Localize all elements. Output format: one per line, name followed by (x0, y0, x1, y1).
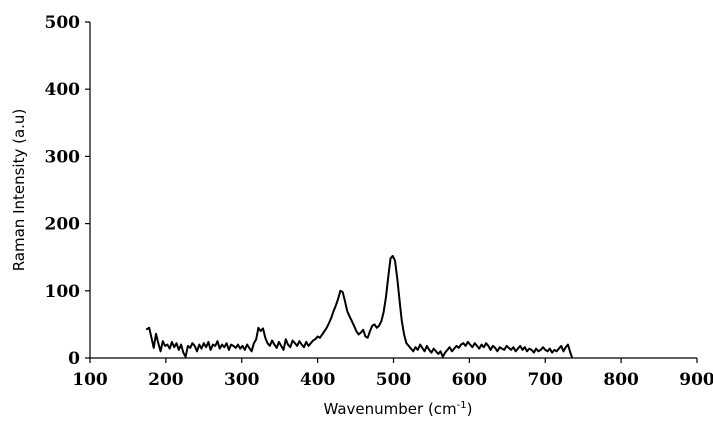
y-axis-title: Raman Intensity (a.u) (10, 109, 28, 272)
x-tick-label: 300 (224, 370, 260, 390)
y-axis: 0 100 200 300 400 500 (45, 13, 91, 369)
y-tick-label: 500 (45, 13, 81, 33)
y-tick-label: 300 (45, 147, 81, 167)
x-tick-label: 200 (148, 370, 184, 390)
x-tick-label: 500 (376, 370, 412, 390)
spectrum-line (145, 254, 573, 358)
x-tick-label: 600 (452, 370, 488, 390)
x-axis-title-superscript: -1 (457, 400, 467, 411)
y-tick-label: 400 (45, 80, 81, 100)
x-tick-label: 700 (528, 370, 564, 390)
x-axis: 100 200 300 400 500 600 700 800 900 (72, 357, 713, 390)
x-tick-label: 100 (72, 370, 108, 390)
x-tick-label: 900 (679, 370, 713, 390)
y-tick-label: 0 (68, 349, 80, 369)
series-layer (145, 254, 573, 358)
x-tick-label: 400 (300, 370, 336, 390)
x-tick-label: 800 (603, 370, 639, 390)
y-tick-label: 200 (45, 215, 81, 235)
x-axis-title-close: ) (467, 400, 473, 418)
x-axis-title: Wavenumber (cm-1) (323, 400, 472, 418)
y-tick-label: 100 (45, 282, 81, 302)
x-axis-title-main: Wavenumber (cm (323, 400, 456, 418)
